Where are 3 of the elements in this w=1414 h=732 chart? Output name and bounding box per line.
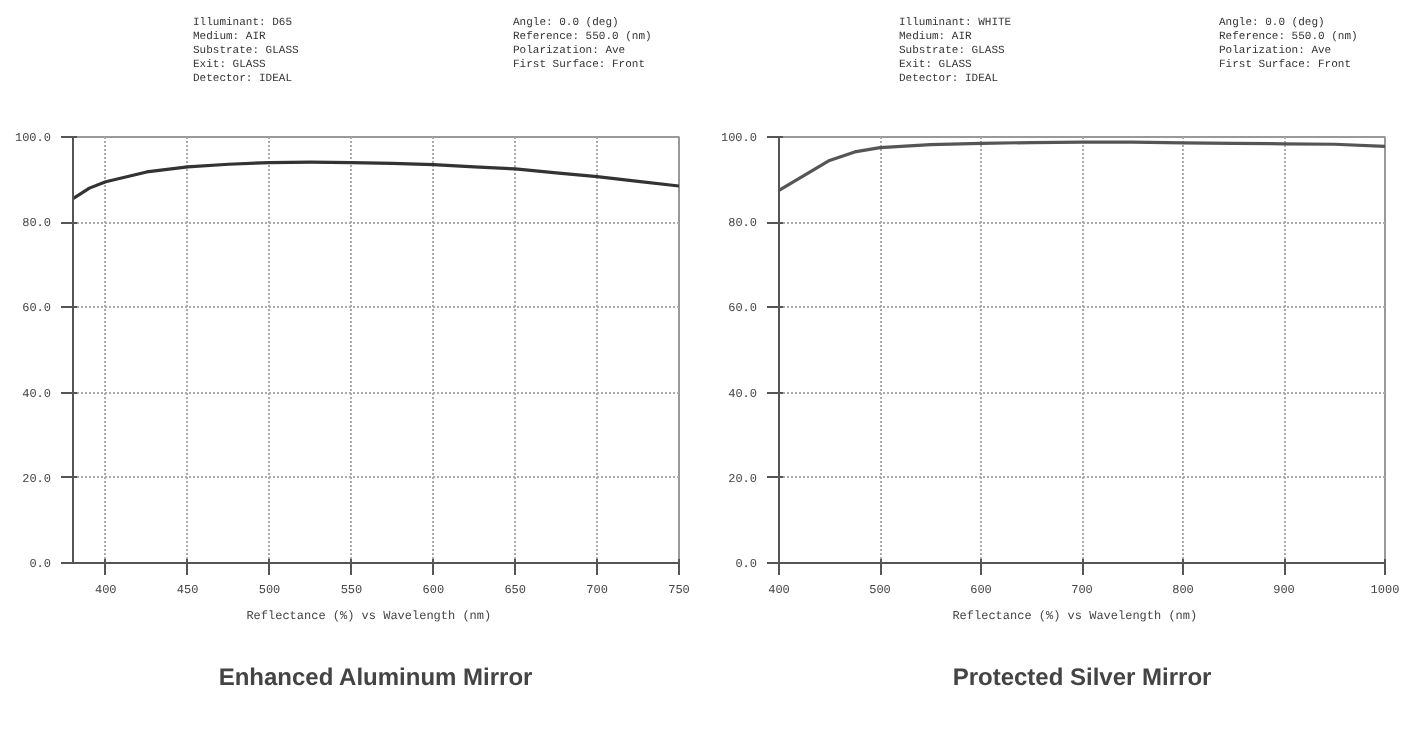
text: Enhanced Aluminum Mirror [218,663,534,691]
line-series [73,160,679,201]
text: Protected Silver Mirror [952,663,1213,691]
